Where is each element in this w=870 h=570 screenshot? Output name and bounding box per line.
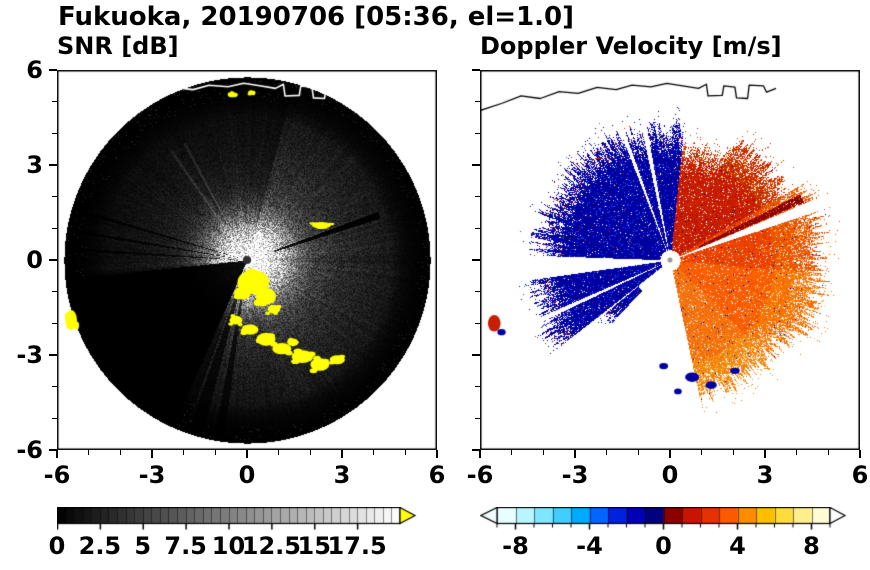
y-tick [52, 322, 57, 325]
y-tick-label: -3 [16, 341, 43, 369]
x-tick [732, 450, 735, 455]
x-tick [246, 450, 248, 458]
y-tick [475, 195, 480, 198]
x-tick [309, 450, 312, 455]
x-tick-label: 3 [756, 461, 774, 489]
x-tick-label: 0 [238, 461, 256, 489]
x-tick-label: -6 [466, 461, 494, 489]
x-tick-label: 6 [428, 461, 446, 489]
y-tick [475, 100, 480, 103]
x-tick-label: 0 [661, 461, 679, 489]
x-tick-label: 6 [851, 461, 869, 489]
x-tick [372, 450, 375, 455]
y-tick [52, 132, 57, 135]
x-tick [214, 450, 217, 455]
y-tick [52, 195, 57, 198]
velocity-panel-title: Doppler Velocity [m/s] [480, 32, 782, 60]
x-tick [404, 450, 407, 455]
y-tick [475, 132, 480, 135]
y-tick [49, 69, 57, 71]
x-tick [700, 450, 703, 455]
x-tick [605, 450, 608, 455]
x-tick-label: -6 [43, 461, 71, 489]
snr-colorbar [57, 507, 417, 533]
snr-cbar-tick-label: 0 [48, 532, 66, 560]
x-tick [151, 450, 153, 458]
y-tick [472, 164, 480, 166]
x-tick [795, 450, 798, 455]
x-tick [479, 450, 481, 458]
y-tick [52, 100, 57, 103]
x-tick [574, 450, 576, 458]
y-tick-label: -6 [16, 436, 43, 464]
x-tick-label: 3 [333, 461, 351, 489]
y-tick [49, 259, 57, 261]
y-tick [475, 417, 480, 420]
x-tick-label: -3 [138, 461, 166, 489]
doppler-velocity-radar-plot [480, 70, 860, 450]
figure-title: Fukuoka, 20190706 [05:36, el=1.0] [58, 2, 575, 32]
x-tick [859, 450, 861, 458]
snr-cbar-tick-label: 10 [211, 532, 246, 560]
y-tick [49, 354, 57, 356]
velocity-cbar-tick-label: 8 [803, 532, 820, 560]
y-tick [49, 449, 57, 451]
snr-panel-title: SNR [dB] [57, 32, 179, 60]
x-tick [87, 450, 90, 455]
y-tick [472, 69, 480, 71]
x-tick [669, 450, 671, 458]
y-tick [472, 449, 480, 451]
snr-cbar-tick-label: 7.5 [164, 532, 207, 560]
y-tick [52, 385, 57, 388]
x-tick [827, 450, 830, 455]
velocity-cbar-tick-label: 4 [729, 532, 746, 560]
x-tick [637, 450, 640, 455]
x-tick-label: -3 [561, 461, 589, 489]
y-tick [472, 259, 480, 261]
x-tick [277, 450, 280, 455]
x-tick [436, 450, 438, 458]
x-tick [510, 450, 513, 455]
y-tick-label: 6 [26, 56, 43, 84]
snr-cbar-tick-label: 5 [134, 532, 152, 560]
x-tick [764, 450, 766, 458]
y-tick [472, 354, 480, 356]
snr-cbar-tick-label: 12.5 [241, 532, 301, 560]
y-tick-label: 0 [26, 246, 43, 274]
x-tick [119, 450, 122, 455]
y-tick [52, 417, 57, 420]
x-tick [56, 450, 58, 458]
velocity-colorbar [480, 507, 847, 533]
snr-cbar-tick-label: 2.5 [78, 532, 122, 560]
y-tick [52, 227, 57, 230]
snr-cbar-tick-label: 15 [297, 532, 331, 560]
x-tick [542, 450, 545, 455]
y-tick [49, 164, 57, 166]
y-tick [475, 227, 480, 230]
snr-cbar-tick-label: 17.5 [327, 532, 387, 560]
y-tick [475, 385, 480, 388]
y-tick-label: 3 [26, 151, 43, 179]
y-tick [475, 322, 480, 325]
velocity-cbar-tick-label: 0 [655, 532, 672, 560]
velocity-cbar-tick-label: -8 [502, 532, 529, 560]
x-tick [341, 450, 343, 458]
y-tick [52, 290, 57, 293]
velocity-cbar-tick-label: -4 [576, 532, 603, 560]
x-tick [182, 450, 185, 455]
snr-radar-plot [57, 70, 437, 450]
y-tick [475, 290, 480, 293]
